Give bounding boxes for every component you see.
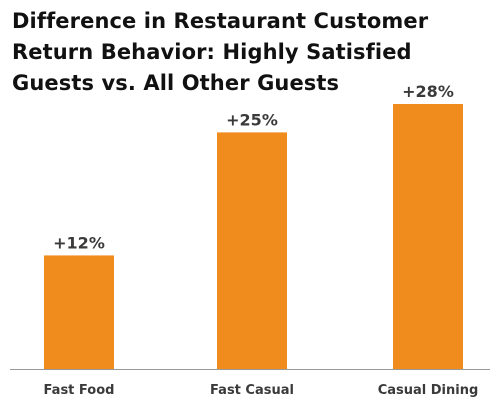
value-labels-group: +12% +25% +28% <box>53 82 454 252</box>
category-label: Fast Casual <box>210 383 294 398</box>
chart-title: Difference in Restaurant Customer Return… <box>12 9 429 95</box>
bar-fast-casual <box>217 132 287 369</box>
value-label: +25% <box>226 110 278 129</box>
value-label: +28% <box>402 82 454 101</box>
bars-group <box>44 104 463 369</box>
bar-casual-dining <box>393 104 463 369</box>
category-label: Fast Food <box>44 383 115 398</box>
bar-fast-food <box>44 255 114 369</box>
category-labels-group: Fast Food Fast Casual Casual Dining <box>44 383 479 398</box>
value-label: +12% <box>53 233 105 252</box>
category-label: Casual Dining <box>378 383 479 398</box>
